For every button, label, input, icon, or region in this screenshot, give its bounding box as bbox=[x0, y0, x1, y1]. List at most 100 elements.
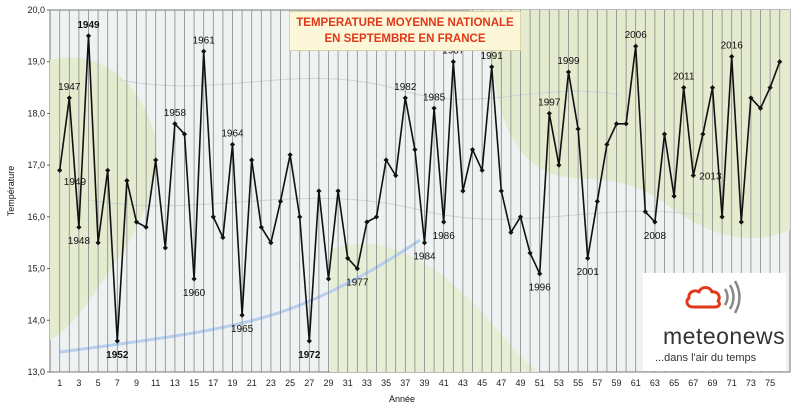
year-label: 1964 bbox=[221, 128, 244, 139]
y-tick-label: 18,0 bbox=[27, 108, 45, 118]
data-point bbox=[537, 271, 543, 277]
x-tick-label: 33 bbox=[362, 378, 372, 388]
x-tick-label: 7 bbox=[115, 378, 120, 388]
x-tick-label: 49 bbox=[515, 378, 525, 388]
x-tick-label: 57 bbox=[592, 378, 602, 388]
data-point bbox=[671, 193, 677, 199]
x-tick-label: 41 bbox=[439, 378, 449, 388]
data-point bbox=[421, 240, 428, 246]
year-label: 2001 bbox=[577, 267, 600, 278]
data-point bbox=[373, 214, 380, 220]
data-point bbox=[450, 59, 456, 65]
data-point bbox=[306, 338, 312, 344]
x-tick-label: 73 bbox=[746, 378, 756, 388]
data-point bbox=[402, 95, 408, 101]
data-point bbox=[297, 214, 303, 220]
x-tick-label: 71 bbox=[727, 378, 737, 388]
x-tick-label: 17 bbox=[208, 378, 218, 388]
year-label: 1986 bbox=[433, 231, 456, 242]
year-label: 1991 bbox=[481, 51, 504, 62]
data-point bbox=[527, 250, 533, 256]
year-annotations: 1947 1948 1949 1949 1952 1958 1960 1961 1964 1965… bbox=[58, 20, 743, 361]
x-tick-label: 75 bbox=[765, 378, 775, 388]
data-point bbox=[585, 255, 591, 261]
x-tick-label: 15 bbox=[189, 378, 199, 388]
y-tick-label: 20,0 bbox=[27, 5, 45, 15]
y-tick-label: 13,0 bbox=[27, 367, 45, 377]
data-point bbox=[172, 121, 178, 127]
year-label: 2006 bbox=[625, 30, 648, 41]
x-axis-ticks: 1 3 5 7 9 11 13 15 17 19 21 23 25 27 29 31 33 35 37 39 41 43 4… bbox=[57, 378, 775, 388]
year-label: 1972 bbox=[298, 350, 321, 361]
data-point bbox=[393, 172, 399, 179]
x-tick-label: 19 bbox=[227, 378, 237, 388]
data-point bbox=[364, 219, 370, 225]
data-point bbox=[66, 95, 72, 101]
year-label: 1952 bbox=[106, 350, 129, 361]
y-tick-label: 15,0 bbox=[27, 264, 45, 274]
data-point bbox=[700, 131, 706, 137]
x-tick-label: 39 bbox=[419, 378, 429, 388]
data-point bbox=[556, 162, 562, 168]
year-label: 1949 bbox=[77, 20, 100, 31]
data-point bbox=[210, 214, 216, 220]
data-point bbox=[469, 147, 476, 153]
map-land-south bbox=[330, 243, 540, 372]
data-point bbox=[508, 229, 514, 235]
data-point bbox=[105, 167, 111, 173]
data-point bbox=[748, 95, 754, 101]
data-point bbox=[201, 48, 207, 54]
data-point bbox=[681, 84, 687, 91]
year-label: 1947 bbox=[58, 82, 81, 93]
temperature-line bbox=[58, 35, 781, 342]
y-axis-title: Température bbox=[6, 166, 16, 217]
data-point bbox=[124, 178, 130, 184]
data-point bbox=[460, 188, 466, 194]
data-point bbox=[661, 131, 668, 137]
data-point bbox=[114, 338, 120, 344]
x-tick-label: 21 bbox=[247, 378, 257, 388]
x-tick-label: 5 bbox=[96, 378, 101, 388]
year-label: 1996 bbox=[529, 283, 552, 294]
chart-title: TEMPERATURE MOYENNE NATIONALE bbox=[296, 17, 514, 29]
x-tick-label: 45 bbox=[477, 378, 487, 388]
data-point bbox=[143, 224, 149, 230]
cloud-signal-icon bbox=[685, 280, 741, 314]
year-label: 1958 bbox=[164, 108, 187, 119]
data-point bbox=[249, 157, 255, 163]
x-tick-label: 61 bbox=[631, 378, 641, 388]
meteonews-logo: meteonews ...dans l'air du temps bbox=[643, 273, 786, 371]
year-label: 1977 bbox=[346, 278, 369, 289]
x-tick-label: 27 bbox=[304, 378, 314, 388]
temperature-series bbox=[57, 33, 783, 344]
data-point bbox=[767, 84, 773, 91]
x-tick-label: 9 bbox=[134, 378, 139, 388]
data-point bbox=[479, 167, 485, 173]
data-point bbox=[316, 188, 322, 194]
data-point bbox=[575, 126, 581, 132]
data-point bbox=[76, 224, 82, 230]
year-label: 1999 bbox=[557, 56, 580, 67]
data-point bbox=[354, 265, 360, 272]
x-tick-label: 3 bbox=[76, 378, 81, 388]
data-point bbox=[383, 157, 389, 163]
data-point bbox=[239, 312, 245, 318]
data-point bbox=[412, 147, 418, 153]
data-point bbox=[345, 255, 351, 261]
data-point bbox=[546, 110, 552, 117]
data-point bbox=[258, 224, 264, 230]
data-point bbox=[738, 219, 744, 225]
data-point bbox=[268, 240, 274, 246]
data-point bbox=[220, 234, 226, 241]
data-point bbox=[604, 141, 610, 148]
data-point bbox=[642, 209, 648, 215]
x-tick-label: 59 bbox=[611, 378, 621, 388]
x-tick-label: 47 bbox=[496, 378, 506, 388]
data-point bbox=[162, 245, 168, 251]
data-point bbox=[133, 219, 140, 225]
x-tick-label: 53 bbox=[554, 378, 564, 388]
x-tick-label: 13 bbox=[170, 378, 180, 388]
data-point bbox=[431, 105, 437, 111]
